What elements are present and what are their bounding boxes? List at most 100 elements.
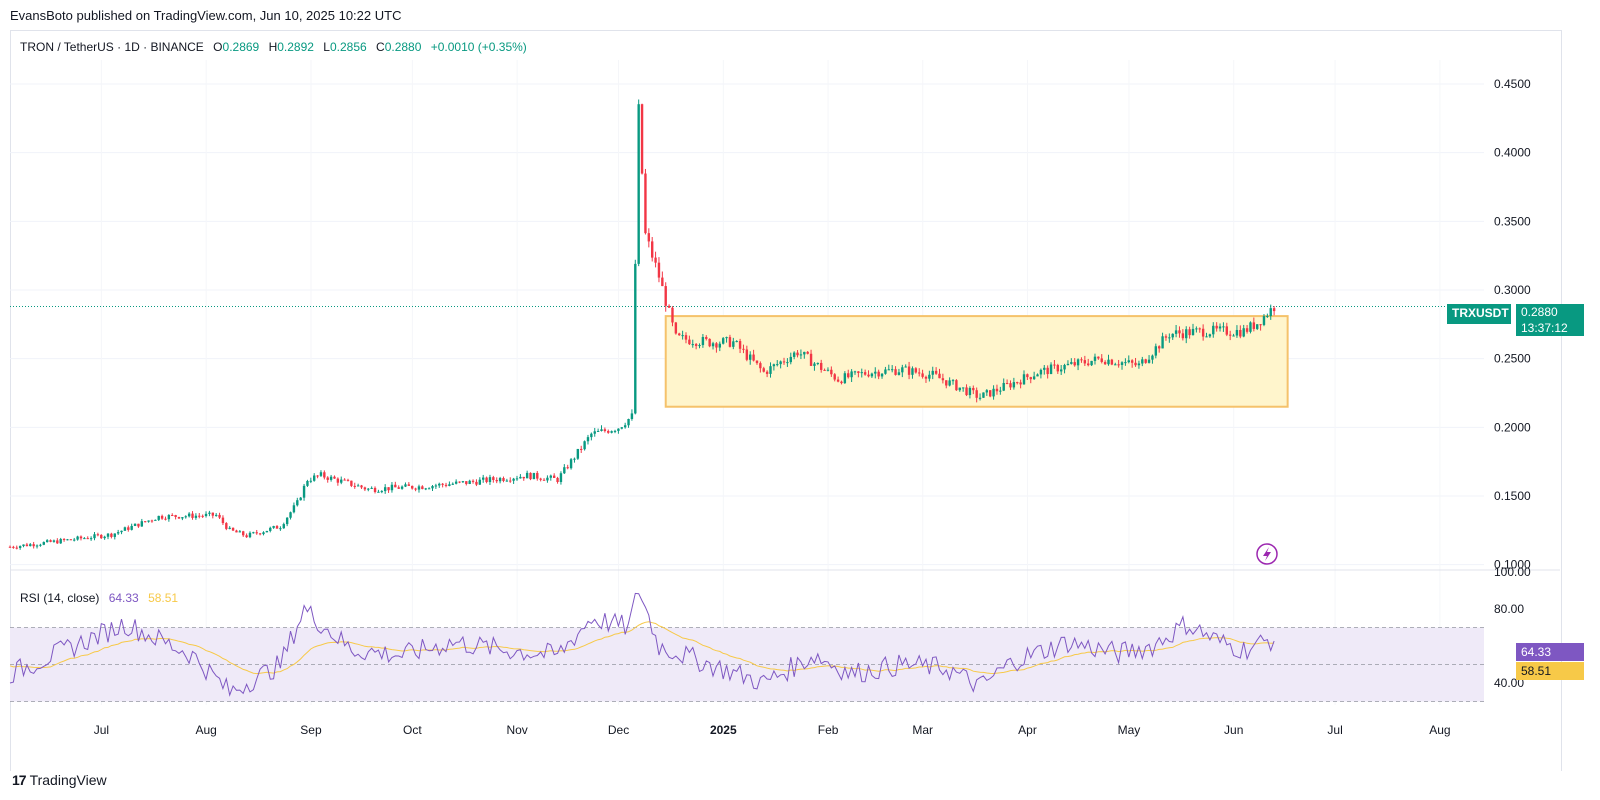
candle-body — [171, 515, 174, 517]
candle-body — [1158, 346, 1161, 349]
close-label: C — [376, 40, 385, 54]
candle-body — [786, 362, 789, 364]
candle-body — [411, 485, 414, 489]
candle-body — [137, 523, 140, 527]
candle-body — [306, 481, 309, 486]
candle-body — [880, 373, 884, 377]
candle-body — [799, 354, 803, 356]
candle-body — [789, 356, 792, 363]
price-tick-label: 0.2000 — [1494, 420, 1531, 434]
candle-body — [1016, 382, 1019, 384]
candle-body — [640, 104, 644, 174]
candle-body — [1218, 326, 1222, 329]
candle-body — [492, 477, 495, 481]
candle-body — [529, 472, 532, 480]
candle-body — [468, 480, 471, 484]
candle-body — [1110, 359, 1114, 365]
candle-body — [302, 485, 306, 498]
candle-body — [475, 481, 478, 485]
candle-body — [1114, 364, 1117, 366]
candle-body — [49, 540, 52, 542]
candle-body — [897, 372, 901, 375]
candle-body — [482, 477, 485, 480]
candle-body — [556, 477, 559, 482]
candle-body — [93, 534, 96, 539]
candle-body — [546, 477, 549, 481]
candle-body — [1124, 362, 1127, 364]
candle-body — [968, 387, 972, 396]
candle-body — [667, 305, 671, 308]
low-value: 0.2856 — [329, 40, 367, 54]
candle-body — [1070, 362, 1073, 364]
high-value: 0.2892 — [277, 40, 314, 54]
candle-body — [850, 371, 853, 378]
countdown-tag: 13:37:12 — [1516, 320, 1584, 336]
candle-body — [296, 500, 299, 506]
candle-body — [353, 485, 356, 487]
candle-body — [630, 413, 634, 420]
footer-brand[interactable]: 17 TradingView — [12, 772, 107, 788]
candle-body — [982, 392, 985, 398]
candle-body — [458, 481, 461, 483]
candle-body — [1154, 346, 1158, 356]
candle-body — [89, 538, 93, 540]
candle-body — [1032, 376, 1036, 380]
candle-body — [130, 525, 133, 530]
candle-body — [563, 467, 566, 474]
candle-body — [380, 491, 383, 493]
candle-body — [397, 487, 400, 489]
candle-body — [157, 515, 160, 520]
candle-body — [133, 523, 137, 526]
candle-body — [194, 515, 198, 518]
candle-body — [167, 515, 171, 520]
candle-body — [705, 337, 708, 339]
candle-body — [174, 515, 177, 517]
candle-body — [242, 531, 245, 536]
candle-body — [728, 337, 732, 347]
candle-body — [525, 472, 529, 479]
candle-body — [228, 527, 231, 529]
candle-body — [691, 344, 694, 346]
candle-body — [708, 338, 711, 347]
time-tick-label: Sep — [300, 723, 322, 737]
candle-body — [1235, 329, 1239, 336]
low-label: L — [323, 40, 330, 54]
candle-body — [272, 526, 275, 528]
candle-body — [282, 524, 285, 529]
candle-body — [749, 354, 752, 360]
lightning-badge-icon — [1256, 543, 1278, 565]
candle-body — [245, 535, 248, 538]
candle-body — [1151, 355, 1154, 360]
candle-body — [894, 369, 897, 375]
candle-body — [1063, 364, 1066, 370]
candle-body — [1242, 328, 1245, 337]
candle-body — [191, 513, 194, 518]
candle-body — [309, 480, 313, 482]
candle-body — [995, 388, 999, 392]
candle-body — [59, 539, 62, 544]
candle-body — [313, 475, 316, 481]
candle-body — [360, 485, 363, 488]
candle-body — [279, 528, 282, 530]
candle-body — [978, 397, 982, 399]
rsi-ma-tag: 58.51 — [1516, 662, 1584, 680]
candle-body — [1093, 356, 1097, 361]
candle-body — [701, 337, 705, 346]
candle-body — [269, 527, 272, 531]
candle-body — [154, 519, 157, 521]
candle-body — [590, 433, 593, 438]
candle-body — [461, 481, 465, 483]
candle-body — [431, 486, 434, 489]
candle-body — [681, 335, 684, 337]
candle-body — [390, 484, 394, 491]
candle-body — [887, 369, 890, 371]
candle-body — [532, 472, 536, 480]
candle-body — [211, 512, 214, 516]
symbol-title[interactable]: TRON / TetherUS · 1D · BINANCE — [20, 40, 204, 54]
candle-body — [752, 354, 755, 361]
candle-body — [164, 518, 167, 520]
rsi-title[interactable]: RSI (14, close) — [20, 591, 100, 605]
close-value: 0.2880 — [384, 40, 422, 54]
candle-body — [204, 513, 208, 517]
